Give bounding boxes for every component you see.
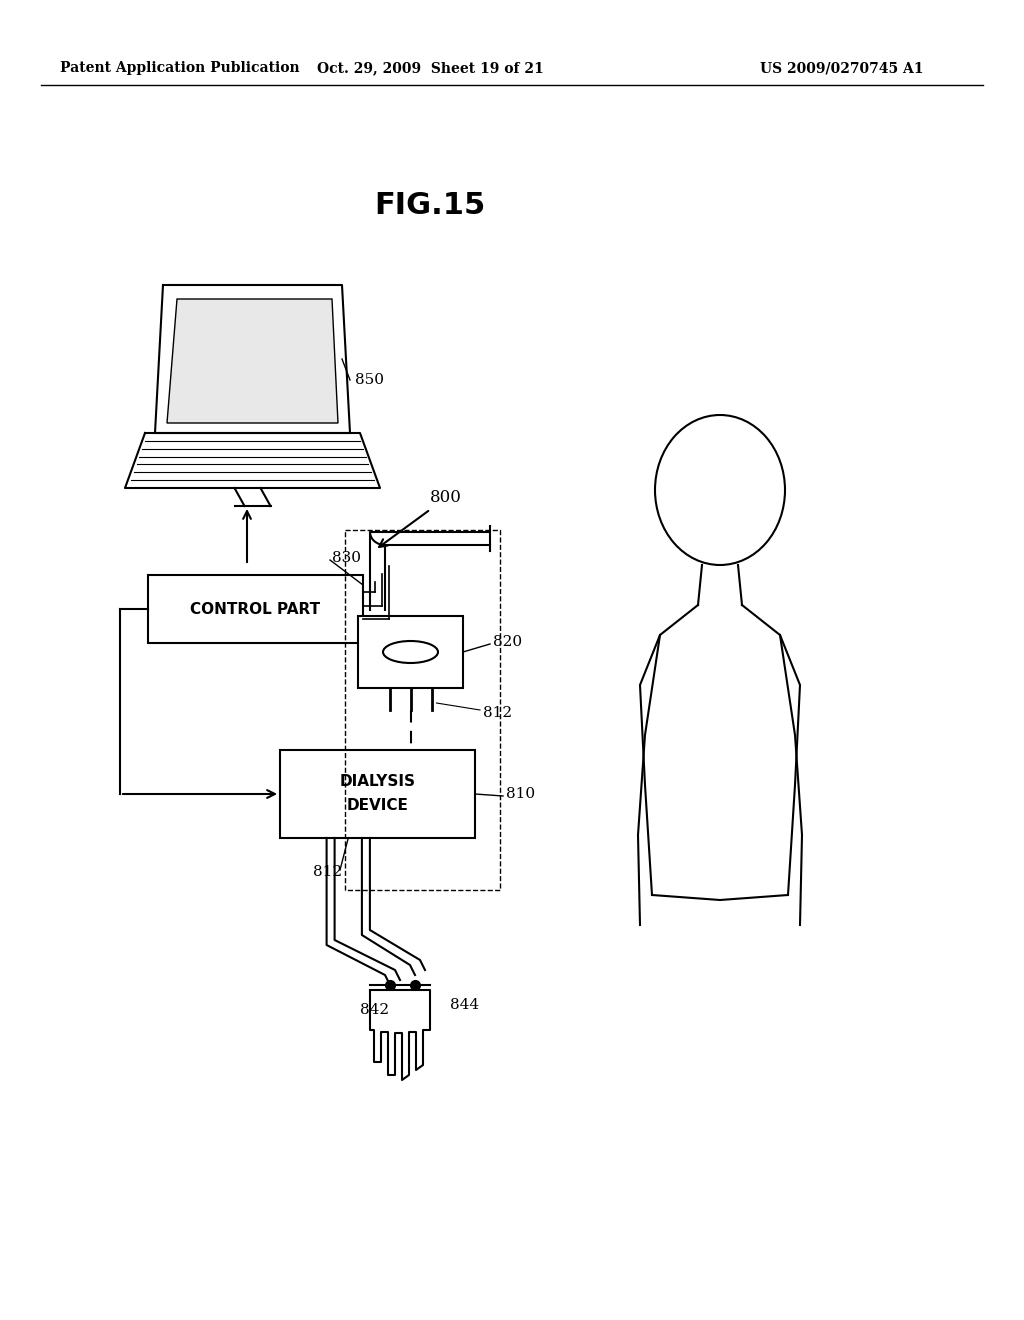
Ellipse shape: [655, 414, 785, 565]
Text: Patent Application Publication: Patent Application Publication: [60, 61, 300, 75]
Bar: [148, 576, 362, 643]
Ellipse shape: [383, 642, 438, 663]
Text: FIG.15: FIG.15: [375, 190, 485, 219]
Polygon shape: [167, 300, 338, 422]
Text: 810: 810: [506, 787, 536, 801]
Text: Oct. 29, 2009  Sheet 19 of 21: Oct. 29, 2009 Sheet 19 of 21: [316, 61, 544, 75]
Text: 820: 820: [493, 635, 522, 649]
Text: 850: 850: [355, 374, 384, 387]
Text: 830: 830: [332, 550, 361, 565]
Text: CONTROL PART: CONTROL PART: [190, 602, 321, 616]
Bar: [345, 531, 500, 890]
Text: DIALYSIS: DIALYSIS: [340, 775, 416, 789]
Text: 844: 844: [450, 998, 479, 1012]
Bar: [345, 531, 500, 890]
Text: 842: 842: [360, 1003, 389, 1016]
Text: 812: 812: [313, 865, 342, 879]
Text: 812: 812: [483, 706, 512, 719]
Bar: [358, 616, 463, 688]
Bar: [280, 750, 475, 838]
Text: US 2009/0270745 A1: US 2009/0270745 A1: [760, 61, 924, 75]
Text: DEVICE: DEVICE: [346, 799, 409, 813]
Text: 800: 800: [379, 490, 462, 546]
